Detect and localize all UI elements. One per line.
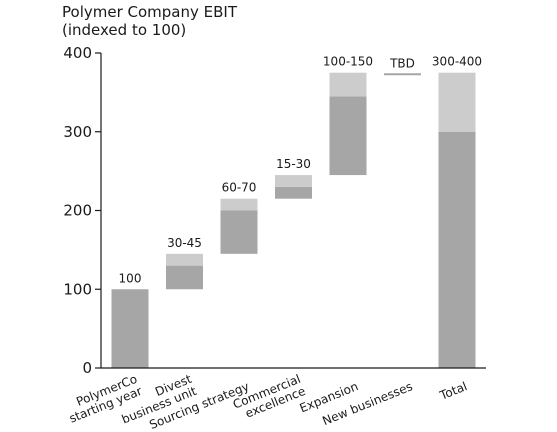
y-tick-label: 100 xyxy=(63,280,92,298)
chart-title-line-1: Polymer Company EBIT xyxy=(62,3,238,21)
bar-range-segment xyxy=(329,72,367,97)
data-label: 300-400 xyxy=(432,55,482,69)
data-label: 100 xyxy=(119,271,142,285)
bar-range-segment xyxy=(438,72,476,132)
data-label: 30-45 xyxy=(167,236,202,250)
bar-base-segment xyxy=(275,186,312,199)
bar-base-segment xyxy=(438,131,476,368)
chart-title-line-2: (indexed to 100) xyxy=(62,21,186,39)
data-label: 60-70 xyxy=(222,181,257,195)
bar-base-segment xyxy=(166,265,203,290)
bar-range-segment xyxy=(220,198,258,211)
bars-group xyxy=(111,72,476,368)
bar-range-segment xyxy=(275,175,312,187)
y-tick-label: 200 xyxy=(63,202,92,220)
y-tick-label: 400 xyxy=(63,44,92,62)
data-label: TBD xyxy=(389,56,415,70)
bar-base-segment xyxy=(329,96,367,176)
data-label: 15-30 xyxy=(276,157,311,171)
category-label: Total xyxy=(437,379,469,403)
data-labels-group: 100 30-45 60-70 15-30 100-150 TBD 300-400 xyxy=(119,55,483,286)
y-axis-ticks: 0 100 200 300 400 xyxy=(63,44,101,377)
data-label: 100-150 xyxy=(323,55,373,69)
category-label-line: Total xyxy=(437,379,469,403)
y-tick-label: 0 xyxy=(82,359,92,377)
bar-base-segment xyxy=(111,289,149,368)
bar-base-segment xyxy=(220,210,258,254)
bar-range-segment xyxy=(166,253,203,266)
y-tick-label: 300 xyxy=(63,123,92,141)
